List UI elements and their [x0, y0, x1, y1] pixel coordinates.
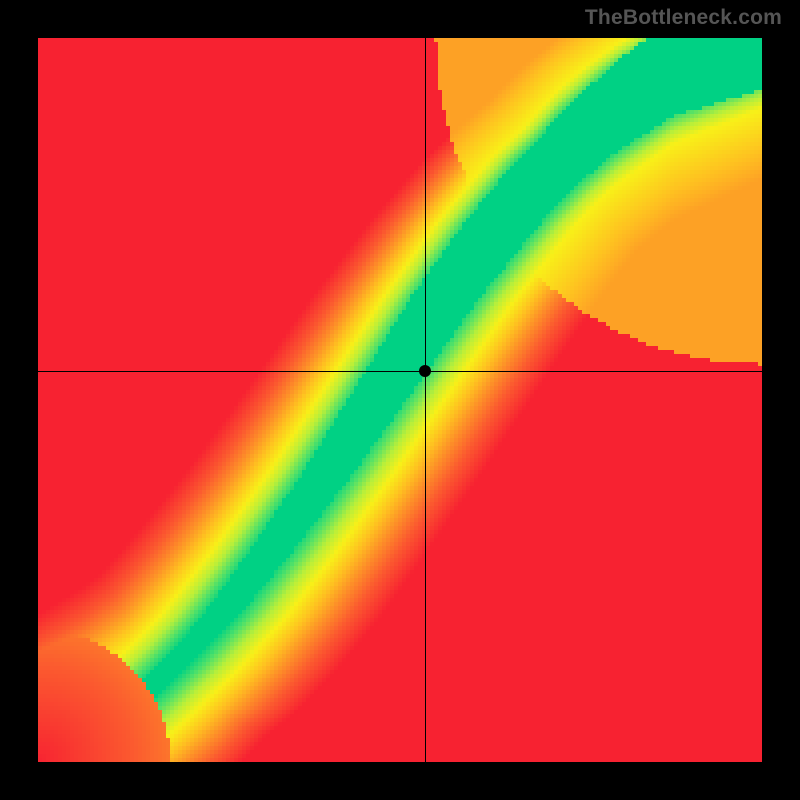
crosshair-horizontal — [38, 371, 762, 372]
watermark-text: TheBottleneck.com — [585, 6, 782, 30]
crosshair-marker — [419, 365, 431, 377]
chart-container: TheBottleneck.com — [0, 0, 800, 800]
heatmap-canvas — [38, 38, 762, 762]
crosshair-vertical — [425, 38, 426, 762]
plot-area — [38, 38, 762, 762]
